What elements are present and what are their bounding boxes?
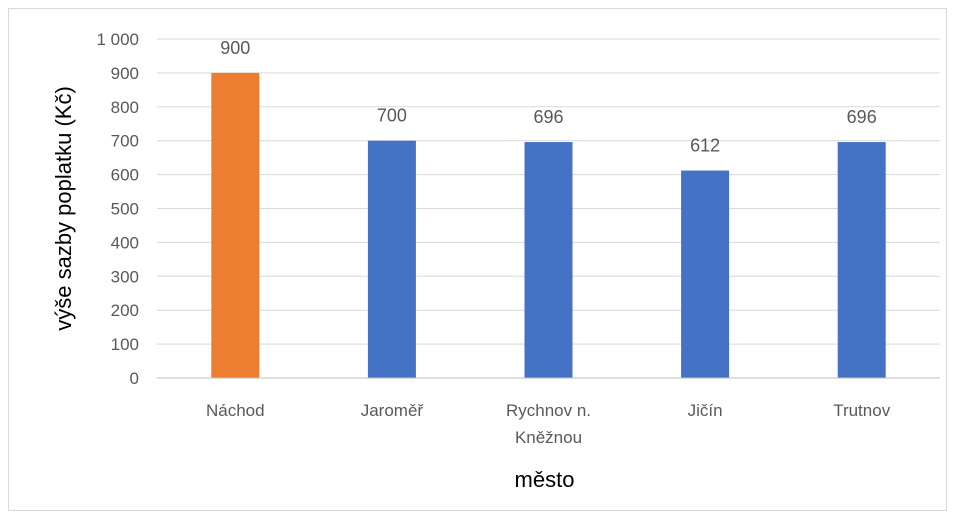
bars xyxy=(211,72,886,379)
gridlines xyxy=(157,38,940,345)
bar xyxy=(837,142,886,378)
chart-frame xyxy=(8,8,947,511)
x-category-label: Trutnov xyxy=(833,401,891,420)
y-tick-label: 200 xyxy=(111,301,139,320)
data-label: 696 xyxy=(847,107,877,127)
x-category-label: Náchod xyxy=(206,401,265,420)
y-tick-label: 400 xyxy=(111,233,139,252)
y-tick-label: 100 xyxy=(111,335,139,354)
y-tick-label: 500 xyxy=(111,200,139,219)
y-axis-ticks: 0 100 200 300 400 500 600 700 800 900 1 000 xyxy=(96,30,139,388)
data-labels: 900 700 696 612 696 xyxy=(220,38,876,156)
x-category-label: Jičín xyxy=(688,401,723,420)
bar xyxy=(211,72,260,379)
y-tick-label: 600 xyxy=(111,166,139,185)
x-category-label: Jaroměř xyxy=(361,401,424,420)
y-axis-title: výše sazby poplatku (Kč) xyxy=(51,86,76,331)
data-label: 700 xyxy=(377,106,407,126)
data-label: 612 xyxy=(690,136,720,156)
bar xyxy=(681,170,730,378)
y-tick-label: 0 xyxy=(130,369,139,388)
bar xyxy=(367,140,416,378)
bar xyxy=(524,142,573,378)
x-axis-categories: Náchod Jaroměř Rychnov n. Kněžnou Jičín Trutn… xyxy=(206,401,891,447)
y-tick-label: 700 xyxy=(111,132,139,151)
y-tick-label: 800 xyxy=(111,98,139,117)
y-tick-label: 300 xyxy=(111,267,139,286)
data-label: 900 xyxy=(220,38,250,58)
x-axis-title: město xyxy=(515,467,575,492)
data-label: 696 xyxy=(533,107,563,127)
y-tick-label: 1 000 xyxy=(96,30,139,49)
y-tick-label: 900 xyxy=(111,64,139,83)
x-category-label: Rychnov n. Kněžnou xyxy=(506,401,591,447)
